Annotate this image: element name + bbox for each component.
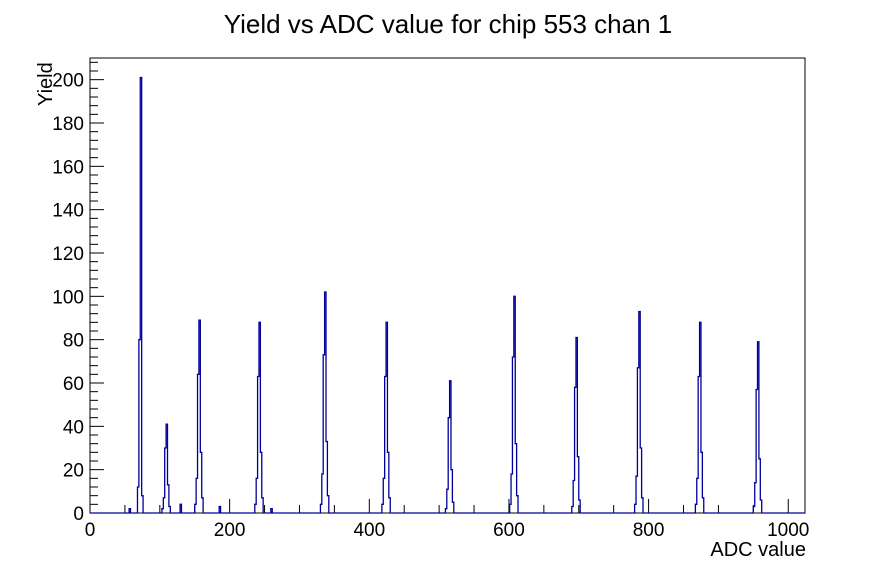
y-tick-label: 80 <box>63 331 84 352</box>
histogram-line <box>90 76 805 514</box>
y-axis-title: Yield <box>35 62 57 106</box>
y-tick-label: 180 <box>52 114 84 135</box>
axis-tick-labels: 0 200 400 600 800 1000 0 20 40 60 80 100 120 140 160 18… <box>52 71 809 541</box>
axis-ticks <box>89 61 789 514</box>
y-tick-label: 140 <box>52 201 84 222</box>
y-tick-label: 60 <box>63 374 84 395</box>
x-tick-label: 200 <box>214 520 246 541</box>
y-tick-label: 160 <box>52 157 84 178</box>
plot-frame <box>89 57 806 514</box>
y-tick-label: 120 <box>52 244 84 265</box>
plot-title: Yield vs ADC value for chip 553 chan 1 <box>224 9 673 39</box>
y-tick-label: 200 <box>52 71 84 92</box>
x-tick-label: 800 <box>633 520 665 541</box>
y-tick-label: 40 <box>63 417 84 438</box>
x-tick-label: 1000 <box>767 520 809 541</box>
y-tick-label: 100 <box>52 287 84 308</box>
x-tick-label: 400 <box>353 520 385 541</box>
y-tick-label: 20 <box>63 461 84 482</box>
x-tick-label: 0 <box>85 520 96 541</box>
x-axis-title: ADC value <box>710 539 806 561</box>
y-tick-label: 0 <box>73 504 84 525</box>
x-tick-label: 600 <box>493 520 525 541</box>
